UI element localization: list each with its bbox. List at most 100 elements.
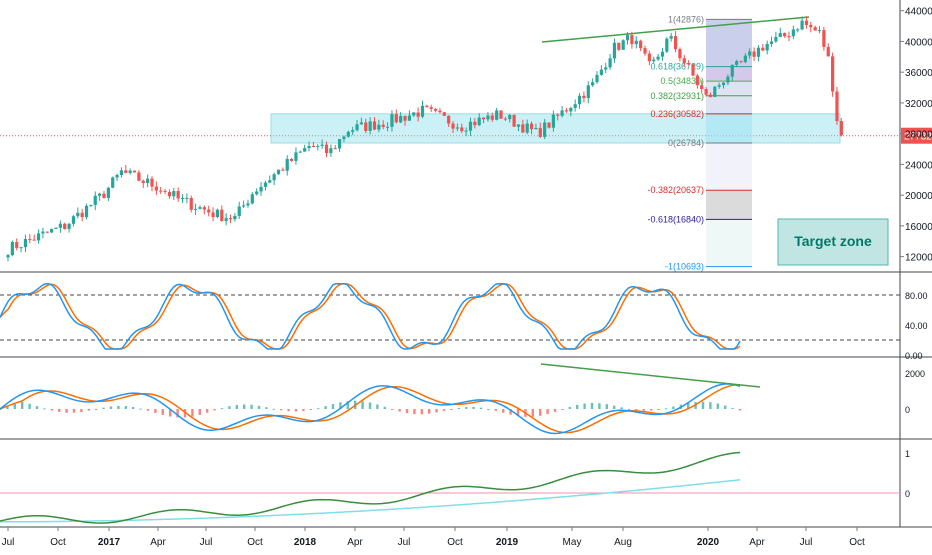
macd-histogram-bar bbox=[302, 409, 305, 412]
last-price-badge bbox=[901, 127, 932, 144]
macd-histogram-bar bbox=[709, 402, 712, 409]
macd-histogram-bar bbox=[6, 406, 9, 409]
candle-body bbox=[403, 115, 407, 121]
candle-body bbox=[447, 115, 451, 124]
candle-body bbox=[665, 38, 669, 52]
macd-histogram-bar bbox=[420, 409, 423, 415]
candle-body bbox=[172, 191, 176, 197]
candle-body bbox=[63, 223, 67, 230]
price-y-tick-label: 28000 bbox=[905, 130, 932, 141]
candle-body bbox=[761, 47, 765, 51]
candle-body bbox=[189, 197, 193, 210]
candle-body bbox=[255, 191, 259, 195]
candle-body bbox=[547, 122, 551, 128]
macd-histogram-bar bbox=[287, 409, 290, 412]
candle-body bbox=[516, 124, 521, 127]
candle-body bbox=[150, 178, 154, 187]
candle-body bbox=[41, 231, 45, 234]
candle-body bbox=[71, 216, 76, 224]
macd-histogram-bar bbox=[613, 405, 616, 409]
x-tick-label: Apr bbox=[150, 537, 166, 548]
candle-body bbox=[490, 115, 494, 120]
candle-body bbox=[813, 27, 817, 31]
stoch-k-line bbox=[0, 283, 741, 350]
macd-histogram-bar bbox=[487, 408, 490, 410]
macd-histogram-bar bbox=[598, 403, 601, 409]
candle-body bbox=[464, 130, 468, 132]
candle-body bbox=[529, 123, 534, 130]
candle-body bbox=[438, 110, 442, 113]
candle-body bbox=[93, 195, 97, 205]
fib-band bbox=[706, 66, 752, 82]
macd-histogram-bar bbox=[176, 409, 179, 418]
macd-histogram-bar bbox=[317, 408, 320, 410]
candle-body bbox=[477, 117, 481, 126]
candle-body bbox=[36, 233, 41, 241]
macd-histogram-bar bbox=[494, 409, 497, 411]
candle-body bbox=[630, 35, 634, 45]
candle-body bbox=[595, 74, 599, 83]
candle-body bbox=[551, 114, 555, 128]
candle-body bbox=[656, 56, 660, 60]
candle-body bbox=[176, 191, 180, 199]
macd-histogram-bar bbox=[502, 409, 505, 413]
candle-body bbox=[713, 86, 717, 97]
candle-body bbox=[617, 42, 621, 50]
macd-histogram-bar bbox=[561, 409, 564, 410]
x-tick-label: Oct bbox=[447, 537, 463, 548]
x-tick-label: Oct bbox=[247, 537, 263, 548]
candle-body bbox=[560, 110, 564, 116]
macd-histogram-bar bbox=[228, 406, 231, 409]
candle-body bbox=[486, 115, 490, 120]
macd-histogram-bar bbox=[331, 404, 335, 409]
candle-body bbox=[307, 145, 311, 149]
x-tick-label: May bbox=[563, 537, 582, 548]
candle-body bbox=[525, 123, 529, 133]
candle-body bbox=[115, 174, 119, 178]
candle-body bbox=[586, 85, 590, 99]
macd-histogram-bar bbox=[576, 404, 579, 409]
candle-body bbox=[774, 36, 778, 42]
macd-histogram-bar bbox=[220, 408, 224, 410]
candle-body bbox=[224, 218, 228, 222]
macd-histogram-bar bbox=[516, 409, 520, 417]
indicator-line bbox=[0, 451, 741, 524]
candle-body bbox=[429, 107, 433, 109]
candle-body bbox=[769, 41, 774, 44]
candle-body bbox=[207, 209, 211, 213]
candle-body bbox=[778, 33, 782, 37]
fib-band bbox=[706, 143, 752, 191]
candle-body bbox=[752, 51, 756, 57]
x-tick-label: Jul bbox=[800, 537, 813, 548]
candle-body bbox=[695, 75, 699, 86]
candle-body bbox=[839, 121, 843, 136]
candle-body bbox=[534, 127, 538, 130]
candle-body bbox=[835, 91, 839, 122]
macd-histogram-bar bbox=[361, 401, 364, 409]
candle-body bbox=[765, 43, 769, 51]
candle-body bbox=[660, 51, 665, 57]
macd-histogram-bar bbox=[605, 404, 608, 409]
macd-histogram-bar bbox=[50, 409, 53, 411]
macd-histogram-bar bbox=[376, 404, 379, 409]
candle-body bbox=[508, 114, 512, 120]
candle-body bbox=[89, 204, 93, 206]
price-y-tick-label: 32000 bbox=[905, 99, 932, 110]
candle-body bbox=[242, 205, 246, 207]
candle-body bbox=[673, 36, 678, 50]
macd-divergence-line bbox=[540, 363, 761, 388]
candle-body bbox=[783, 33, 787, 37]
candle-body bbox=[826, 46, 830, 57]
candle-body bbox=[385, 126, 390, 128]
macd-histogram-bar bbox=[154, 409, 157, 413]
candle-body bbox=[625, 35, 630, 41]
candle-body bbox=[420, 105, 425, 117]
candle-body bbox=[394, 114, 398, 123]
macd-histogram-bar bbox=[13, 403, 16, 409]
macd-histogram-bar bbox=[368, 402, 372, 409]
macd-histogram-bar bbox=[43, 408, 46, 410]
candle-body bbox=[124, 170, 128, 173]
candle-body bbox=[294, 152, 298, 161]
macd-histogram-bar bbox=[687, 403, 690, 409]
